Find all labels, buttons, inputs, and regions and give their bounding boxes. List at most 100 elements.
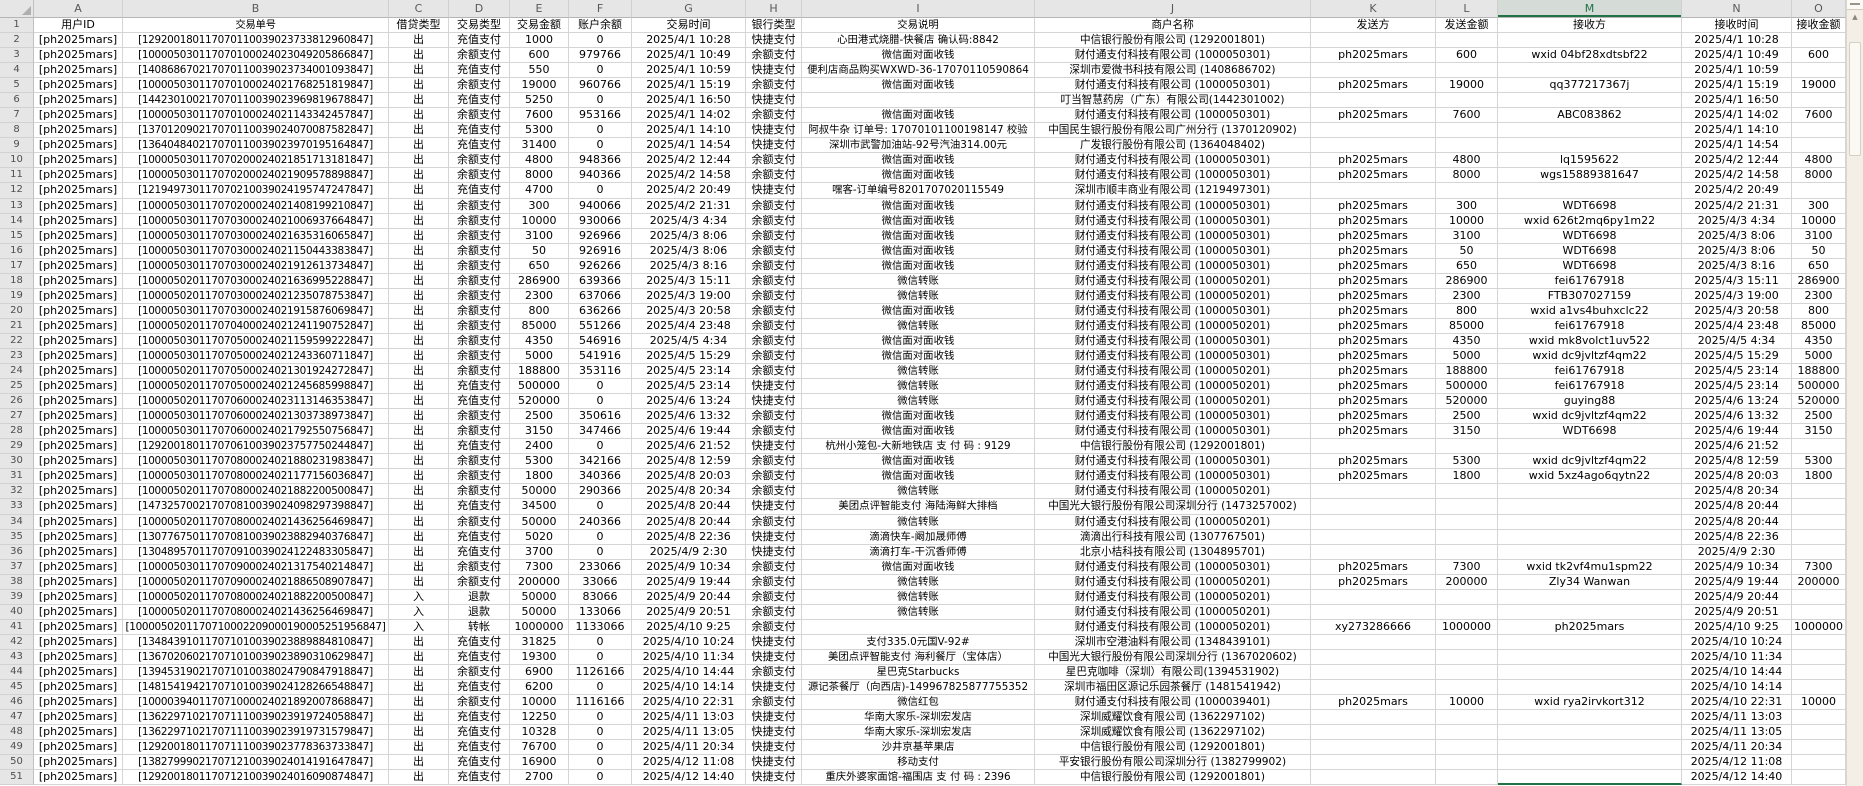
cell[interactable]: 2025/4/9 2:30 (632, 544, 746, 560)
cell[interactable] (1436, 649, 1498, 665)
cell[interactable]: [100005020117070600024023113146353847] (123, 394, 389, 410)
cell[interactable]: 财付通支付科技有限公司 (1000050301) (1035, 48, 1311, 64)
cell[interactable]: 出 (389, 108, 449, 124)
cell[interactable]: 微信面对面收钱 (802, 348, 1035, 365)
column-header-cell[interactable]: 接收时间 (1682, 18, 1792, 33)
cell[interactable]: 2025/4/10 14:14 (632, 680, 746, 696)
cell[interactable]: 北京小桔科技有限公司 (1304895701) (1035, 544, 1311, 560)
cell[interactable]: 1000 (510, 33, 569, 49)
cell[interactable]: 微信转账 (802, 394, 1035, 410)
cell[interactable]: 微信面对面收钱 (802, 108, 1035, 124)
cell[interactable]: 2025/4/5 23:14 (632, 379, 746, 395)
cell[interactable]: [148154194217071010039024128266548847] (123, 680, 389, 696)
cell[interactable] (1792, 484, 1846, 500)
cell[interactable]: 8000 (1436, 168, 1498, 184)
cell[interactable]: 财付通支付科技有限公司 (1000050201) (1035, 318, 1311, 334)
cell[interactable]: 2025/4/6 21:52 (1682, 439, 1792, 455)
cell[interactable]: [ph2025mars] (34, 198, 123, 214)
cell[interactable]: 滴滴快车-阚加晟师傅 (802, 529, 1035, 545)
cell[interactable]: [100005030117070300024021635316065847] (123, 228, 389, 244)
cell[interactable]: [ph2025mars] (34, 78, 123, 94)
cell[interactable]: 余额支付 (746, 514, 802, 530)
cell[interactable] (1498, 439, 1682, 455)
cell[interactable]: 551266 (569, 318, 632, 334)
cell[interactable]: ph2025mars (1311, 48, 1436, 64)
cell[interactable]: 0 (569, 529, 632, 545)
cell[interactable]: 0 (569, 63, 632, 79)
cell[interactable]: 650 (510, 258, 569, 274)
row-number[interactable]: 35 (0, 529, 34, 545)
cell[interactable]: [ph2025mars] (34, 333, 123, 349)
cell[interactable] (1792, 499, 1846, 515)
cell[interactable]: 余额支付 (746, 48, 802, 64)
column-header-cell[interactable]: 账户余额 (569, 18, 632, 33)
cell[interactable]: 中国民生银行股份有限公司广州分行 (1370120902) (1035, 123, 1311, 139)
cell[interactable]: 余额支付 (449, 348, 510, 365)
cell[interactable]: 650 (1792, 258, 1846, 274)
cell[interactable] (1498, 604, 1682, 620)
cell[interactable]: 960766 (569, 78, 632, 94)
cell[interactable]: 2025/4/11 13:03 (632, 710, 746, 726)
cell[interactable] (1311, 183, 1436, 199)
cell[interactable] (1436, 123, 1498, 139)
cell[interactable]: 快捷支付 (746, 394, 802, 410)
cell[interactable]: [100005030117070200024021851713181847] (123, 153, 389, 169)
cell[interactable]: [ph2025mars] (34, 695, 123, 711)
cell[interactable]: 余额支付 (746, 213, 802, 229)
cell[interactable]: 出 (389, 364, 449, 380)
cell[interactable]: [ph2025mars] (34, 273, 123, 289)
cell[interactable]: 出 (389, 258, 449, 274)
cell[interactable]: 入 (389, 604, 449, 620)
cell[interactable]: ph2025mars (1311, 364, 1436, 380)
cell[interactable]: 微信转账 (802, 318, 1035, 334)
cell[interactable]: [100005030117070300024021915876069847] (123, 303, 389, 319)
cell[interactable]: 2025/4/3 8:06 (632, 228, 746, 244)
cell[interactable] (1436, 725, 1498, 741)
cell[interactable] (1792, 725, 1846, 741)
cell[interactable]: 出 (389, 333, 449, 349)
column-header-cell[interactable]: 接收方 (1498, 18, 1682, 33)
cell[interactable] (1498, 680, 1682, 696)
cell[interactable] (1311, 740, 1436, 756)
cell[interactable] (1436, 589, 1498, 605)
cell[interactable]: 财付通支付科技有限公司 (1000050301) (1035, 333, 1311, 349)
cell[interactable]: 出 (389, 439, 449, 455)
cell[interactable] (1436, 710, 1498, 726)
cell[interactable]: 深圳市空港油料有限公司 (1348439101) (1035, 634, 1311, 650)
cell[interactable]: 出 (389, 680, 449, 696)
cell[interactable]: 滴滴出行科技有限公司 (1307767501) (1035, 529, 1311, 545)
cell[interactable]: 出 (389, 469, 449, 485)
row-number[interactable]: 5 (0, 78, 34, 94)
cell[interactable]: [ph2025mars] (34, 364, 123, 380)
cell[interactable]: 充值支付 (449, 379, 510, 395)
cell[interactable]: 953166 (569, 108, 632, 124)
cell[interactable]: 5300 (1792, 454, 1846, 470)
cell[interactable]: 出 (389, 153, 449, 169)
row-number[interactable]: 42 (0, 634, 34, 650)
row-number[interactable]: 23 (0, 348, 34, 365)
cell[interactable]: 微信转账 (802, 484, 1035, 500)
cell[interactable]: 550 (510, 63, 569, 79)
cell[interactable]: guying88 (1498, 394, 1682, 410)
cell[interactable]: 4350 (1436, 333, 1498, 349)
cell[interactable]: [100005030117070300024021150443383847] (123, 243, 389, 259)
cell[interactable]: [100005020117070800024021882200500847] (123, 589, 389, 605)
cell[interactable]: [ph2025mars] (34, 634, 123, 650)
row-number[interactable]: 49 (0, 740, 34, 756)
cell[interactable]: 财付通支付科技有限公司 (1000050301) (1035, 198, 1311, 214)
cell[interactable]: 叮当智慧药房（广东）有限公司(1442301002) (1035, 93, 1311, 109)
cell[interactable]: 快捷支付 (746, 499, 802, 515)
cell[interactable]: 中信银行股份有限公司 (1292001801) (1035, 33, 1311, 49)
cell[interactable]: 639366 (569, 273, 632, 289)
cell[interactable]: 2025/4/3 8:16 (1682, 258, 1792, 274)
cell[interactable]: 340366 (569, 469, 632, 485)
column-header-cell[interactable]: 商户名称 (1035, 18, 1311, 33)
cell[interactable]: 85000 (1792, 318, 1846, 334)
cell[interactable] (1498, 484, 1682, 500)
cell[interactable]: [ph2025mars] (34, 589, 123, 605)
cell[interactable]: 2025/4/10 11:34 (632, 649, 746, 665)
row-number[interactable]: 28 (0, 424, 34, 440)
cell[interactable]: fei61767918 (1498, 318, 1682, 334)
cell[interactable]: 2025/4/3 8:16 (632, 258, 746, 274)
cell[interactable]: [100003940117071000024021892007868847] (123, 695, 389, 711)
